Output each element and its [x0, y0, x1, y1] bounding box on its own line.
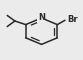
Text: N: N — [38, 14, 45, 22]
Text: Br: Br — [67, 15, 78, 24]
